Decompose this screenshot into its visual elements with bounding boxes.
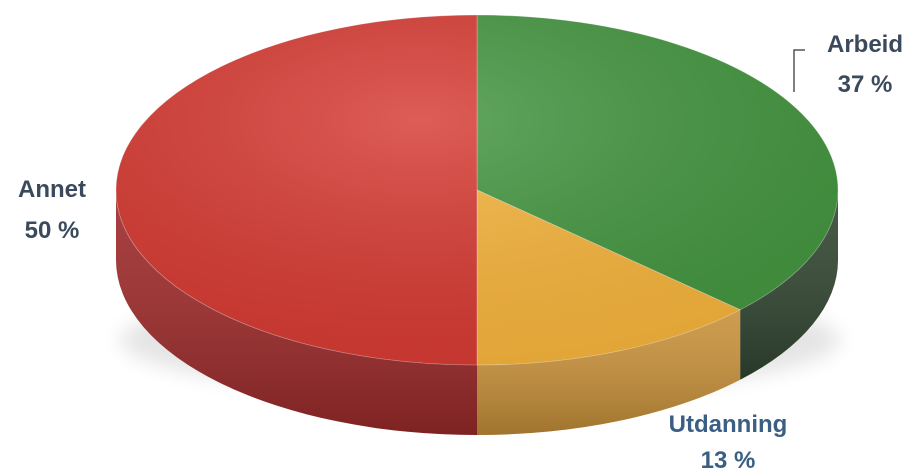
- leader-line-arbeid: [793, 49, 805, 92]
- slice-value-utdanning: 13 %: [701, 447, 756, 472]
- slice-label-utdanning: Utdanning: [669, 411, 788, 438]
- slice-label-annet: Annet: [18, 176, 86, 203]
- pie-side-shade-annet: [116, 190, 477, 435]
- slice-value-annet: 50 %: [25, 217, 80, 244]
- label-utdanning: Utdanning 13 %: [669, 411, 788, 472]
- label-arbeid: Arbeid 37 %: [793, 31, 903, 98]
- pie-tops: [115, 14, 839, 366]
- slice-value-arbeid: 37 %: [838, 71, 893, 98]
- slice-label-arbeid: Arbeid: [827, 31, 903, 58]
- label-annet: Annet 50 %: [18, 176, 86, 244]
